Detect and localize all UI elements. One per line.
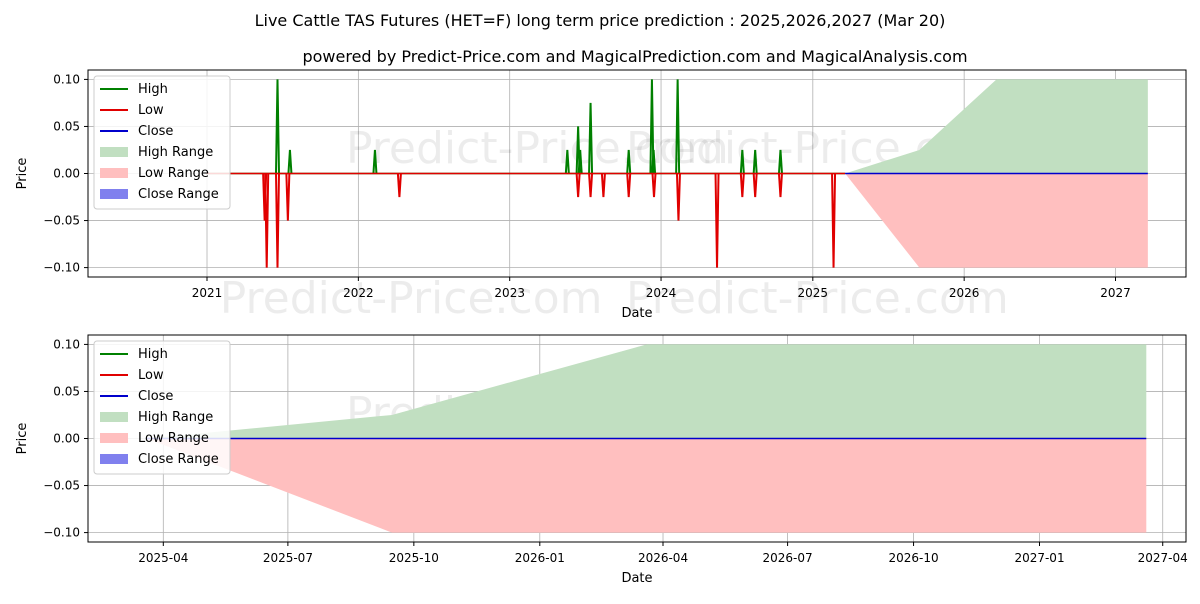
low-range-area [845,173,1148,268]
legend-swatch [100,454,128,464]
low-spike [739,173,745,198]
y-tick-label: −0.10 [43,261,80,275]
chart-title: Live Cattle TAS Futures (HET=F) long ter… [255,11,946,30]
low-spike [626,173,632,198]
x-tick-label: 2025 [798,286,829,300]
chart-subtitle: powered by Predict-Price.com and Magical… [302,47,967,66]
panel-1: Predict-Price.com Predict-Price.com Predic… [15,69,1187,324]
low-spike [285,173,291,221]
watermark-text: Predict-Price.com [346,123,729,174]
low-spike [588,173,594,198]
low-range-area [146,438,1147,533]
legend-swatch [100,168,128,178]
y-tick-label: −0.05 [43,214,80,228]
high-spike [564,149,570,174]
watermark-text: Predict-Price.com [220,273,603,324]
y-tick-label: 0.10 [53,72,80,86]
low-spike [264,173,270,268]
legend-label: Low [138,368,164,383]
legend-label: High Range [138,145,213,160]
high-spike [649,79,655,174]
x-tick-label: 2021 [192,286,223,300]
high-spike [372,149,378,174]
high-spike [739,149,745,174]
low-spike [777,173,783,198]
y-tick-label: 0.00 [53,432,80,446]
watermark-text: Predict-Price.com [626,273,1009,324]
legend-label: Close Range [138,187,219,202]
legend-swatch [100,189,128,199]
high-spike [588,102,594,174]
y-tick-label: −0.10 [43,526,80,540]
legend-label: High Range [138,410,213,425]
high-spike [777,149,783,174]
high-spike [675,79,681,174]
legend-swatch [100,147,128,157]
legend-swatch [100,412,128,422]
x-tick-label: 2025-04 [138,551,188,565]
x-tick-label: 2023 [494,286,525,300]
x-tick-label: 2027 [1100,286,1131,300]
high-range-area [845,79,1148,174]
x-tick-label: 2025-10 [389,551,439,565]
y-tick-label: 0.00 [53,167,80,181]
high-spike [287,149,293,174]
low-spike [675,173,681,221]
y-tick-label: −0.05 [43,479,80,493]
x-tick-label: 2026-07 [763,551,813,565]
legend-label: Close [138,124,173,139]
x-tick-label: 2027-01 [1014,551,1064,565]
high-spike [651,149,657,174]
x-axis-label: Date [621,571,652,586]
low-spike [575,173,581,198]
legend-label: Low [138,103,164,118]
legend-label: High [138,82,168,97]
y-axis-label: Price [15,423,30,455]
x-tick-label: 2024 [646,286,677,300]
x-tick-label: 2022 [343,286,374,300]
low-spike [396,173,402,198]
legend-label: Close [138,389,173,404]
x-axis-label: Date [621,306,652,321]
low-spike [831,173,837,268]
y-tick-label: 0.05 [53,119,80,133]
high-spike [274,79,280,174]
legend-swatch [100,433,128,443]
legend-label: Close Range [138,452,219,467]
legend: High Low Close High Range Low Range Close Ran… [93,340,231,475]
low-spike [274,173,280,268]
high-spike [577,149,583,174]
panel-2: Predict-Price.comPredict-Price.com2025-0… [15,334,1188,586]
high-spike [626,149,632,174]
legend: High Low Close High Range Low Range Close Ran… [93,75,231,210]
x-tick-label: 2026-04 [638,551,688,565]
x-tick-label: 2026 [949,286,980,300]
x-tick-label: 2026-01 [515,551,565,565]
legend-label: Low Range [138,166,209,181]
legend-label: High [138,347,168,362]
y-tick-label: 0.05 [53,384,80,398]
low-spike [651,173,657,198]
low-spike [600,173,606,198]
high-range-area [146,344,1147,439]
x-tick-label: 2026-10 [888,551,938,565]
low-spike [752,173,758,198]
y-tick-label: 0.10 [53,337,80,351]
high-spike [752,149,758,174]
y-axis-label: Price [15,158,30,190]
x-tick-label: 2025-07 [263,551,313,565]
legend-label: Low Range [138,431,209,446]
x-tick-label: 2027-04 [1138,551,1188,565]
low-spike [714,173,720,268]
